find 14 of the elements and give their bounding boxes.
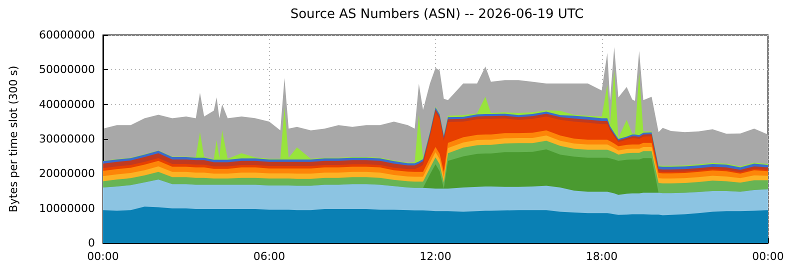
y-tick-label: 20000000 (39, 167, 95, 180)
y-tick-label: 30000000 (39, 132, 95, 146)
y-tick-label: 40000000 (39, 98, 95, 111)
chart-title: Source AS Numbers (ASN) -- 2026-06-19 UTC (290, 7, 584, 22)
y-tick-label: 0 (88, 236, 95, 250)
y-tick-label: 60000000 (39, 28, 95, 42)
y-tick-label: 50000000 (39, 63, 95, 76)
y-tick-label: 10000000 (39, 202, 95, 215)
x-tick-label: 12:00 (420, 250, 452, 263)
y-axis-title: Bytes per time slot (300 s) (7, 66, 20, 212)
x-tick-label: 00:00 (87, 250, 119, 263)
x-tick-label: 06:00 (253, 250, 286, 263)
x-tick-label: 00:00 (752, 250, 784, 263)
x-tick-label: 18:00 (586, 250, 618, 263)
